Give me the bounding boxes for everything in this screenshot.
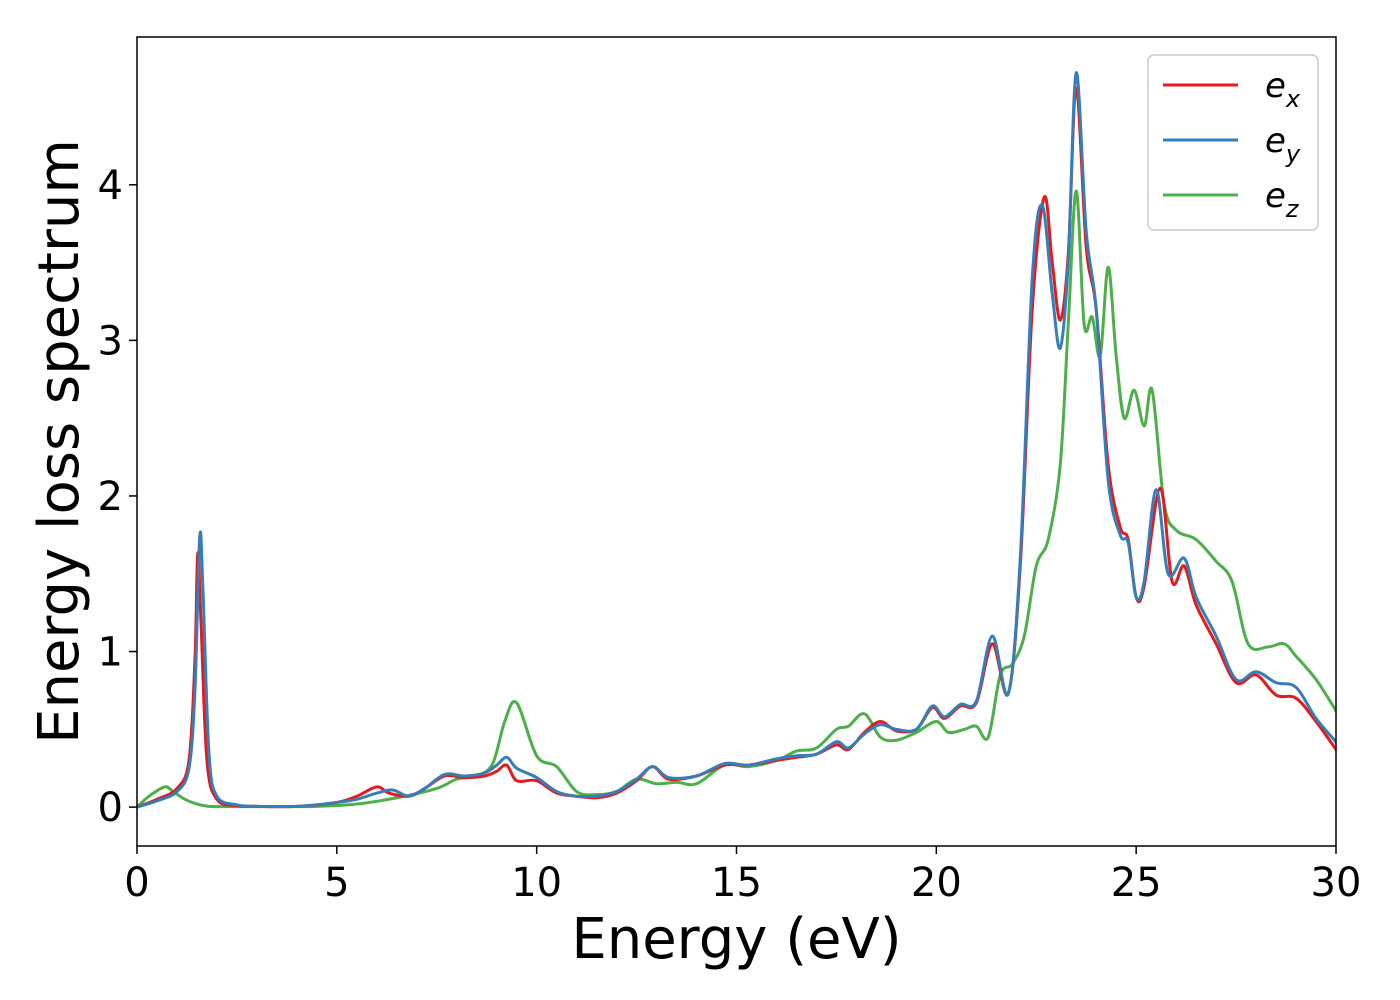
x-tick-label: 15 bbox=[711, 860, 762, 906]
x-tick-label: 0 bbox=[124, 860, 149, 906]
legend-label-x: ex bbox=[1265, 66, 1301, 113]
x-tick-label: 25 bbox=[1111, 860, 1162, 906]
x-tick-label: 10 bbox=[511, 860, 562, 906]
series-layer bbox=[137, 71, 1336, 809]
legend-box bbox=[1147, 54, 1319, 231]
legend-label-y: ey bbox=[1265, 121, 1301, 168]
x-axis-label: Energy (eV) bbox=[571, 907, 901, 972]
y-tick-label: 3 bbox=[98, 318, 123, 364]
x-tick-label: 20 bbox=[911, 860, 962, 906]
y-tick-label: 1 bbox=[98, 630, 123, 676]
series-line-y bbox=[137, 71, 1336, 809]
y-tick-label: 2 bbox=[98, 474, 123, 520]
y-axis: 0 1 2 3 4 bbox=[98, 163, 137, 831]
series-line-z bbox=[137, 189, 1336, 809]
x-axis: 0 5 10 15 20 25 30 bbox=[124, 846, 1361, 906]
x-tick-label: 5 bbox=[324, 860, 349, 906]
x-tick-label: 30 bbox=[1311, 860, 1362, 906]
y-axis-label: Energy loss spectrum bbox=[27, 139, 92, 744]
y-tick-label: 4 bbox=[98, 163, 123, 209]
y-tick-label: 0 bbox=[98, 785, 123, 831]
